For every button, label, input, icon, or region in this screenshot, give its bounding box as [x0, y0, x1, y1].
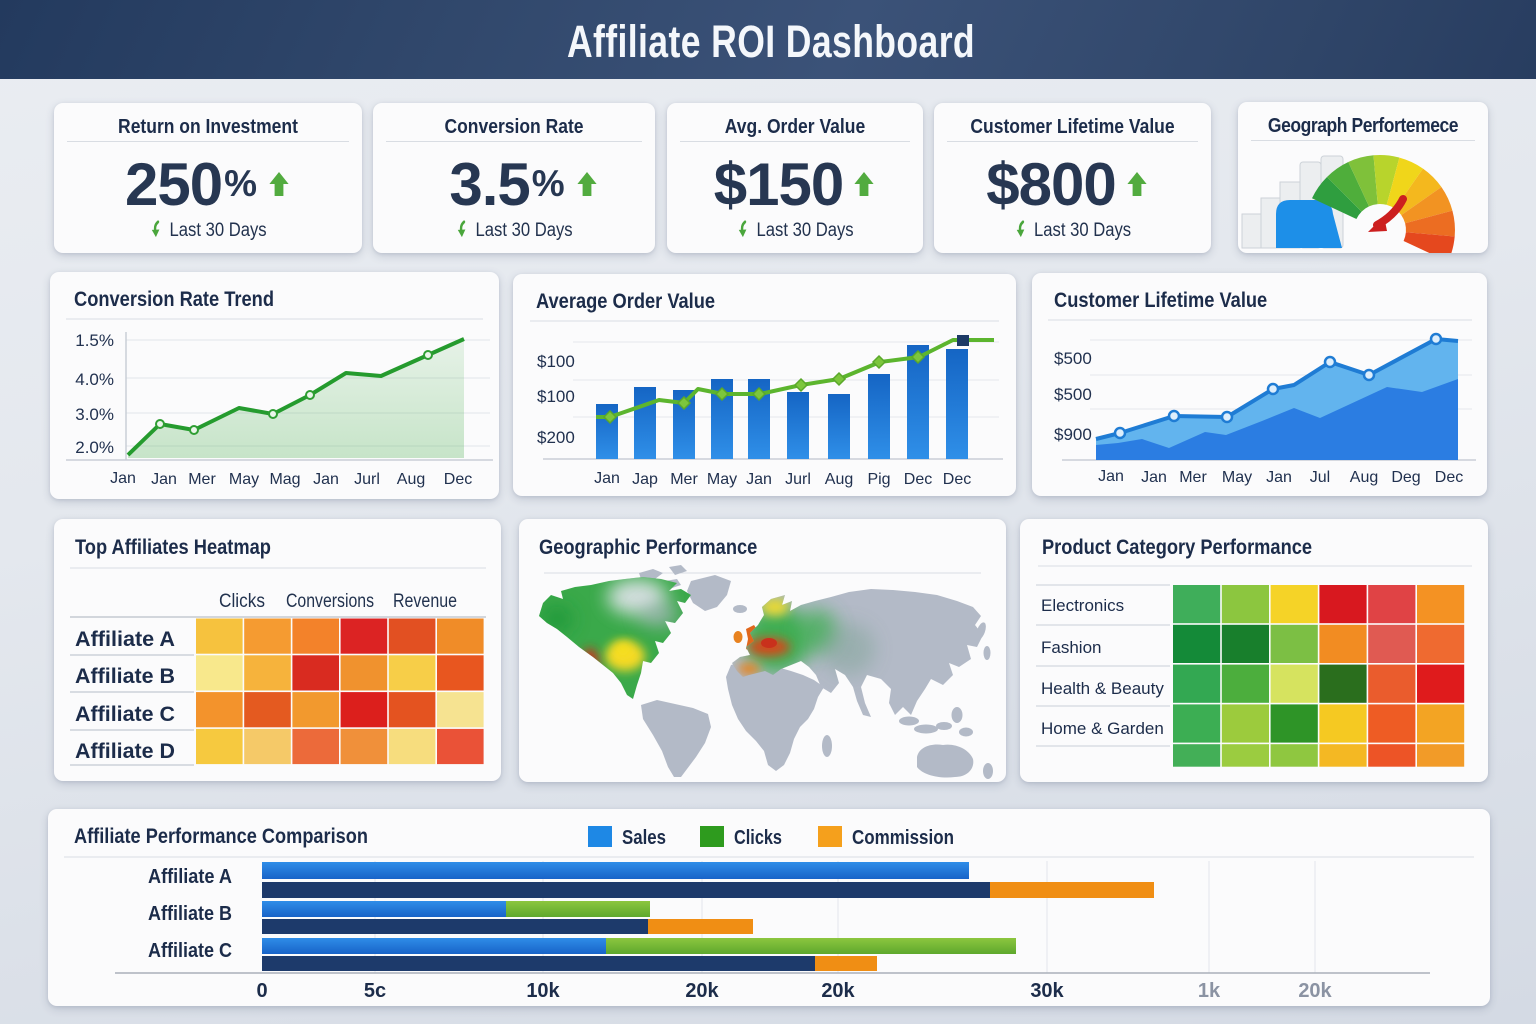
svg-text:Clicks: Clicks: [219, 591, 265, 612]
svg-text:Jan: Jan: [313, 471, 339, 488]
svg-text:Aug: Aug: [397, 471, 425, 488]
svg-text:3.0%: 3.0%: [75, 405, 114, 424]
svg-text:Affiliate B: Affiliate B: [75, 665, 175, 688]
svg-text:Jan: Jan: [1266, 469, 1292, 486]
svg-text:Commission: Commission: [852, 827, 954, 849]
svg-text:May: May: [1222, 469, 1252, 486]
svg-text:Mer: Mer: [188, 471, 216, 488]
svg-text:Jan: Jan: [1098, 468, 1124, 485]
svg-text:Sales: Sales: [622, 827, 666, 849]
svg-text:Jap: Jap: [632, 471, 658, 488]
svg-text:Jan: Jan: [1141, 469, 1167, 486]
svg-text:Aug: Aug: [1350, 469, 1378, 486]
svg-text:Conversions: Conversions: [286, 591, 374, 612]
svg-text:0: 0: [256, 980, 267, 1002]
svg-text:Mer: Mer: [670, 471, 698, 488]
svg-text:Mag: Mag: [269, 471, 300, 488]
svg-text:4.0%: 4.0%: [75, 370, 114, 389]
svg-text:Affiliate C: Affiliate C: [148, 940, 232, 962]
svg-text:Deg: Deg: [1391, 469, 1420, 486]
svg-text:$100: $100: [537, 387, 575, 406]
svg-text:20k: 20k: [1298, 980, 1332, 1002]
svg-text:Jul: Jul: [1310, 469, 1330, 486]
svg-text:Jan: Jan: [110, 470, 136, 487]
svg-text:20k: 20k: [821, 980, 855, 1002]
svg-text:5c: 5c: [364, 980, 386, 1002]
svg-text:$900: $900: [1054, 425, 1092, 444]
svg-text:Affiliate B: Affiliate B: [148, 903, 232, 925]
svg-text:Jurl: Jurl: [354, 471, 380, 488]
svg-text:Dec: Dec: [444, 471, 472, 488]
svg-text:May: May: [707, 471, 737, 488]
svg-text:10k: 10k: [526, 980, 560, 1002]
svg-text:Pig: Pig: [867, 471, 890, 488]
svg-text:$100: $100: [537, 352, 575, 371]
svg-text:Home & Garden: Home & Garden: [1041, 719, 1164, 738]
svg-text:Jan: Jan: [594, 470, 620, 487]
svg-text:Affiliate A: Affiliate A: [148, 866, 232, 888]
svg-text:Dec: Dec: [904, 471, 932, 488]
svg-text:Aug: Aug: [825, 471, 853, 488]
svg-text:$500: $500: [1054, 385, 1092, 404]
svg-text:Revenue: Revenue: [393, 591, 457, 612]
svg-text:Mer: Mer: [1179, 469, 1207, 486]
svg-text:Jurl: Jurl: [785, 471, 811, 488]
svg-text:Affiliate D: Affiliate D: [75, 740, 175, 763]
svg-text:Jan: Jan: [151, 471, 177, 488]
svg-text:Affiliate C: Affiliate C: [75, 703, 175, 726]
svg-text:1.5%: 1.5%: [75, 331, 114, 350]
svg-text:1k: 1k: [1198, 980, 1221, 1002]
svg-text:Jan: Jan: [746, 471, 772, 488]
svg-text:$500: $500: [1054, 349, 1092, 368]
svg-text:Clicks: Clicks: [734, 827, 782, 849]
svg-text:Electronics: Electronics: [1041, 596, 1124, 615]
svg-text:Fashion: Fashion: [1041, 638, 1101, 657]
svg-text:Dec: Dec: [943, 471, 971, 488]
svg-text:Health & Beauty: Health & Beauty: [1041, 679, 1164, 698]
svg-text:Affiliate A: Affiliate A: [75, 628, 175, 651]
svg-text:2.0%: 2.0%: [75, 438, 114, 457]
svg-text:$200: $200: [537, 428, 575, 447]
svg-text:Affiliate Performance Comparis: Affiliate Performance Comparison: [74, 825, 368, 848]
svg-text:Dec: Dec: [1435, 469, 1463, 486]
svg-text:30k: 30k: [1030, 980, 1064, 1002]
svg-text:20k: 20k: [685, 980, 719, 1002]
svg-text:May: May: [229, 471, 259, 488]
